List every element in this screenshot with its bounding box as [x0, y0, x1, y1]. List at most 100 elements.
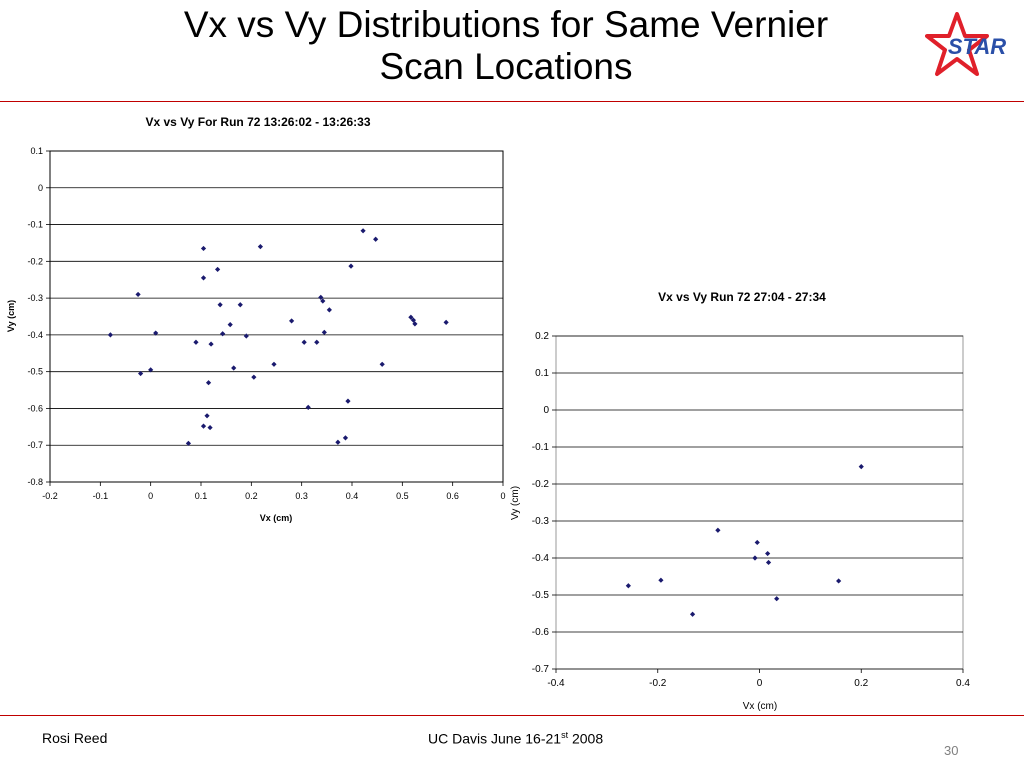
y-tick-label: -0.2 — [27, 256, 43, 266]
x-tick-label: -0.2 — [649, 678, 667, 689]
data-point — [215, 266, 221, 273]
y-tick-label: -0.3 — [532, 516, 550, 527]
x-tick-label: -0.1 — [93, 491, 109, 501]
x-tick-label: 0 — [500, 491, 505, 501]
data-point — [858, 464, 864, 470]
y-tick-label: -0.7 — [532, 664, 550, 675]
data-point — [774, 596, 780, 602]
plot-area — [555, 335, 964, 670]
y-tick-label: -0.4 — [27, 330, 43, 340]
data-point — [754, 539, 760, 546]
data-point — [658, 577, 664, 583]
data-point — [408, 314, 414, 320]
x-tick-label: 0.6 — [446, 491, 459, 501]
data-point — [412, 321, 418, 327]
page-number: 30 — [944, 743, 959, 758]
data-point — [227, 321, 233, 328]
data-point — [217, 302, 223, 308]
y-tick-label: -0.1 — [27, 220, 43, 230]
y-tick-label: -0.7 — [27, 440, 43, 450]
data-point — [410, 317, 417, 323]
x-tick-label: 0 — [148, 491, 153, 501]
data-point — [135, 291, 141, 298]
y-tick-label: 0.1 — [30, 146, 43, 156]
plot-area — [49, 150, 504, 483]
chart-1-group: 0.1 0 -0.1 -0.2 -0.3 -0.4 -0.5 -0.6 -0.7 -0.8 -0.2… — [6, 115, 506, 523]
y-tick-label: 0 — [38, 183, 43, 193]
x-tick-label: 0.2 — [854, 678, 868, 689]
data-point — [314, 339, 320, 345]
x-tick-label: -0.4 — [547, 678, 565, 689]
x-tick-label: 0.4 — [956, 678, 970, 689]
y-axis-label: Vy (cm) — [6, 300, 16, 332]
footer-rule — [0, 715, 1024, 716]
data-point — [373, 236, 379, 242]
data-point — [379, 361, 385, 367]
footer-venue-main: UC Davis June 16-21 — [428, 730, 562, 747]
footer-author: Rosi Reed — [42, 730, 108, 746]
chart-2-group: 0.2 0.1 0 -0.1 -0.2 -0.3 -0.4 -0.5 -0.6 -0.7 -0.4 -… — [510, 290, 970, 712]
data-point — [200, 423, 207, 429]
star-logo-shape — [925, 12, 989, 76]
x-tick-label: 0.5 — [396, 491, 409, 501]
x-tick-label: 0.2 — [245, 491, 258, 501]
title-rule — [0, 101, 1024, 102]
footer-venue: UC Davis June 16-21st 2008 — [428, 730, 603, 747]
y-tick-label: 0 — [543, 405, 549, 416]
y-tick-label: -0.5 — [532, 590, 550, 601]
data-point — [765, 550, 771, 557]
footer-venue-year: 2008 — [568, 730, 604, 747]
x-tick-label: 0.3 — [295, 491, 308, 501]
data-point — [220, 331, 226, 337]
y-tick-label: -0.6 — [27, 403, 43, 413]
data-point — [231, 365, 237, 371]
y-tick-label: -0.8 — [27, 477, 43, 487]
data-point — [715, 527, 721, 533]
data-point — [148, 367, 154, 373]
data-point — [200, 275, 207, 281]
data-point — [689, 611, 696, 617]
slide-title: Vx vs Vy Distributions for Same Vernier … — [100, 4, 912, 88]
data-point — [345, 398, 351, 404]
x-tick-label: 0 — [757, 678, 763, 689]
data-point — [208, 341, 214, 347]
x-tick-label: 0.1 — [195, 491, 208, 501]
y-axis-label: Vy (cm) — [510, 486, 521, 520]
data-point — [237, 302, 243, 308]
data-point — [205, 380, 212, 386]
data-point — [765, 559, 772, 566]
y-tick-label: -0.6 — [532, 627, 550, 638]
data-point — [335, 439, 341, 445]
x-tick-label: -0.2 — [42, 491, 58, 501]
data-point — [360, 228, 366, 234]
y-tick-label: -0.3 — [27, 293, 43, 303]
y-tick-label: 0.2 — [535, 331, 549, 342]
x-tick-label: 0.4 — [346, 491, 359, 501]
star-logo: STAR — [925, 12, 1006, 76]
data-point — [305, 404, 311, 410]
data-point — [257, 244, 263, 250]
data-point — [193, 339, 199, 345]
data-point — [342, 435, 349, 441]
data-point — [326, 307, 332, 313]
data-point — [207, 424, 213, 431]
x-axis-label: Vx (cm) — [260, 513, 293, 523]
x-axis-label: Vx (cm) — [743, 701, 777, 712]
data-point — [752, 555, 758, 561]
slide-title-line-1: Vx vs Vy Distributions for Same Vernier — [183, 4, 829, 45]
data-point — [251, 374, 257, 380]
footer-venue-sup: st — [561, 730, 569, 740]
data-point — [625, 583, 631, 589]
data-point — [318, 294, 324, 300]
data-point — [185, 440, 192, 446]
data-point — [321, 329, 327, 335]
y-tick-label: -0.2 — [532, 479, 550, 490]
chart-title: Vx vs Vy Run 72 27:04 - 27:34 — [658, 290, 826, 304]
data-point — [443, 319, 449, 325]
data-point — [107, 332, 113, 338]
data-point — [243, 333, 249, 339]
data-point — [153, 330, 159, 336]
y-tick-label: -0.1 — [532, 442, 550, 453]
y-tick-label: -0.4 — [532, 553, 550, 564]
